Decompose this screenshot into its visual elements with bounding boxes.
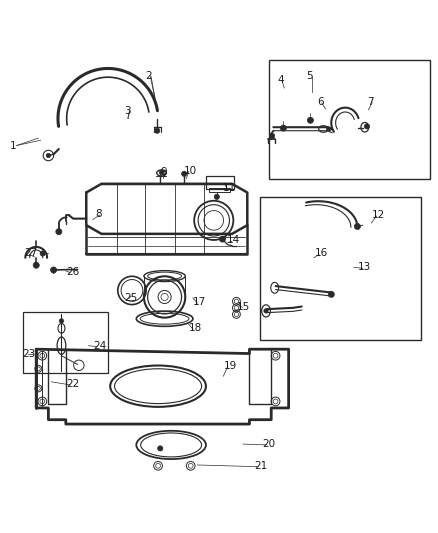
Text: 26: 26 <box>66 266 79 277</box>
Bar <box>206 176 234 189</box>
Text: 9: 9 <box>160 167 167 176</box>
Text: 18: 18 <box>188 324 202 333</box>
Bar <box>209 188 230 192</box>
Text: 2: 2 <box>145 71 152 81</box>
Circle shape <box>56 229 62 235</box>
Text: 8: 8 <box>95 209 102 219</box>
Circle shape <box>219 236 226 242</box>
Text: 5: 5 <box>306 71 313 81</box>
Text: 25: 25 <box>124 293 138 303</box>
Bar <box>23 312 108 373</box>
Bar <box>260 197 421 341</box>
Text: 22: 22 <box>66 379 79 389</box>
Circle shape <box>264 309 268 313</box>
Circle shape <box>328 292 334 297</box>
Circle shape <box>280 125 286 131</box>
Text: 13: 13 <box>358 262 371 272</box>
Text: 27: 27 <box>24 248 37 259</box>
Circle shape <box>214 194 219 199</box>
Text: 10: 10 <box>184 166 197 176</box>
Text: 20: 20 <box>262 439 276 449</box>
Circle shape <box>158 446 163 451</box>
Circle shape <box>326 127 331 131</box>
Text: 23: 23 <box>22 349 35 359</box>
Circle shape <box>46 154 50 158</box>
Text: 15: 15 <box>237 302 251 312</box>
Text: 17: 17 <box>193 297 206 307</box>
Bar <box>269 60 430 180</box>
Text: 11: 11 <box>223 183 236 193</box>
Circle shape <box>269 133 275 139</box>
Circle shape <box>155 128 160 133</box>
Circle shape <box>159 171 164 175</box>
Circle shape <box>364 124 370 129</box>
Circle shape <box>354 223 360 230</box>
Text: 3: 3 <box>124 106 131 116</box>
Circle shape <box>33 262 39 268</box>
Circle shape <box>40 251 46 256</box>
Circle shape <box>307 117 314 123</box>
Text: 24: 24 <box>93 341 106 351</box>
Text: 12: 12 <box>371 210 385 220</box>
Text: 1: 1 <box>10 141 17 150</box>
Circle shape <box>182 171 187 176</box>
Circle shape <box>50 267 57 273</box>
Text: 21: 21 <box>254 461 267 471</box>
Text: 16: 16 <box>315 248 328 259</box>
Text: 6: 6 <box>317 97 324 107</box>
Text: 4: 4 <box>278 75 284 85</box>
Text: 19: 19 <box>223 361 237 371</box>
Text: 14: 14 <box>227 236 240 245</box>
Text: 7: 7 <box>367 97 374 107</box>
Circle shape <box>59 319 64 323</box>
